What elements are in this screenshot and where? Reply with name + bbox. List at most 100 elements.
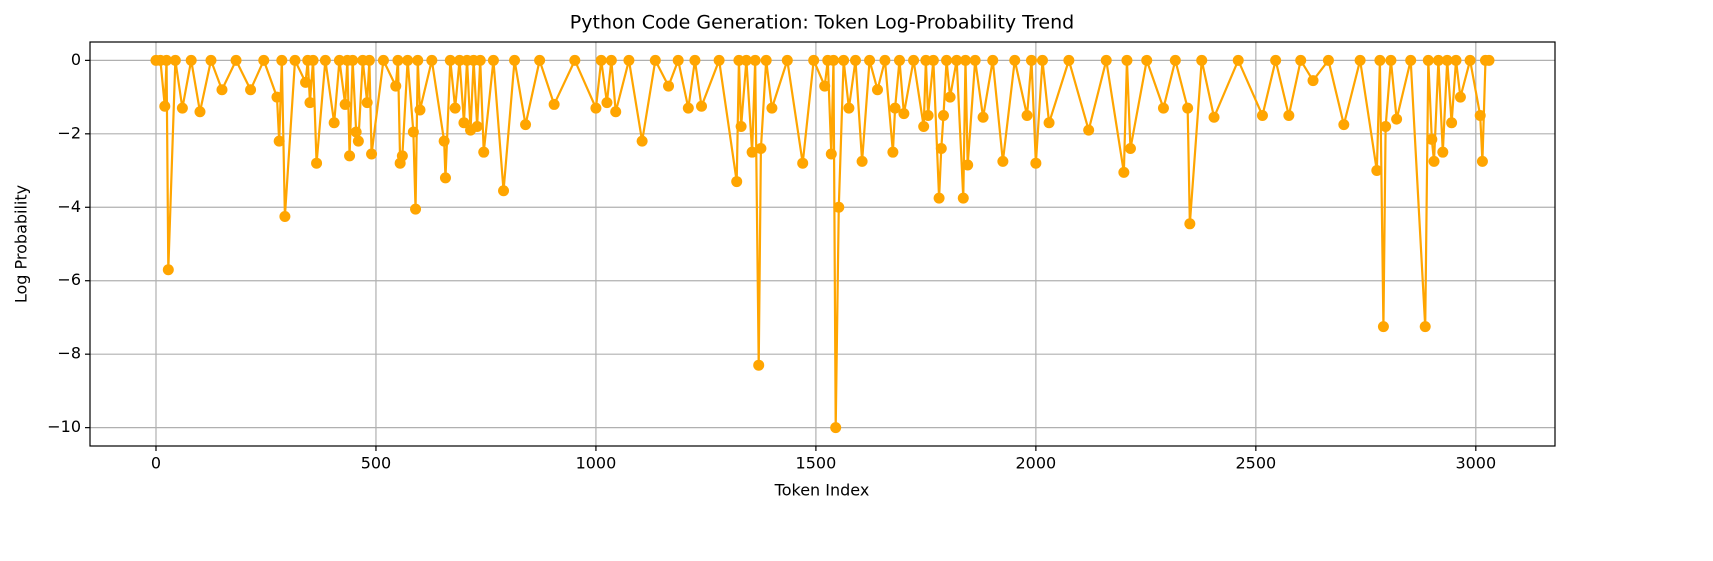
marker (1208, 111, 1220, 123)
marker (893, 54, 905, 66)
marker (1121, 54, 1133, 66)
marker (1182, 102, 1194, 114)
marker (339, 98, 351, 110)
marker (498, 185, 510, 197)
marker (1377, 321, 1389, 333)
marker (1380, 120, 1392, 132)
marker (605, 54, 617, 66)
marker (169, 54, 181, 66)
marker (962, 159, 974, 171)
marker (300, 76, 312, 88)
marker (760, 54, 772, 66)
marker (731, 176, 743, 188)
marker (590, 102, 602, 114)
marker (636, 135, 648, 147)
marker (1483, 54, 1495, 66)
marker (439, 172, 451, 184)
marker (746, 146, 758, 158)
marker (898, 108, 910, 120)
marker (753, 359, 765, 371)
marker (1338, 119, 1350, 131)
marker (833, 201, 845, 213)
x-tick-label: 2000 (1016, 454, 1057, 473)
marker (245, 84, 257, 96)
marker (959, 54, 971, 66)
marker (328, 117, 340, 129)
marker (1405, 54, 1417, 66)
marker (273, 135, 285, 147)
marker (889, 102, 901, 114)
marker (363, 54, 375, 66)
marker (1283, 109, 1295, 121)
marker (951, 54, 963, 66)
marker (1036, 54, 1048, 66)
y-tick-label: −4 (57, 197, 81, 216)
marker (849, 54, 861, 66)
marker (396, 150, 408, 162)
marker (1450, 54, 1462, 66)
marker (997, 155, 1009, 167)
marker (426, 54, 438, 66)
marker (944, 91, 956, 103)
marker (414, 104, 426, 116)
marker (1476, 155, 1488, 167)
marker (871, 84, 883, 96)
marker (347, 54, 359, 66)
marker (937, 109, 949, 121)
x-tick-label: 1000 (576, 454, 617, 473)
y-axis-label: Log Probability (12, 185, 31, 303)
marker (797, 157, 809, 169)
x-tick-label: 2500 (1235, 454, 1276, 473)
marker (1437, 146, 1449, 158)
marker (194, 106, 206, 118)
marker (352, 135, 364, 147)
marker (1446, 117, 1458, 129)
marker (623, 54, 635, 66)
marker (449, 102, 461, 114)
y-tick-label: −6 (57, 270, 81, 289)
marker (1009, 54, 1021, 66)
marker (185, 54, 197, 66)
marker (1232, 54, 1244, 66)
marker (487, 54, 499, 66)
x-tick-label: 0 (151, 454, 161, 473)
marker (1426, 133, 1438, 145)
marker (390, 80, 402, 92)
marker (509, 54, 521, 66)
marker (918, 120, 930, 132)
marker (755, 143, 767, 155)
marker (311, 157, 323, 169)
marker (672, 54, 684, 66)
y-tick-label: −2 (57, 123, 81, 142)
marker (740, 54, 752, 66)
marker (1083, 124, 1095, 136)
marker (1100, 54, 1112, 66)
marker (304, 97, 316, 109)
marker (392, 54, 404, 66)
marker (216, 84, 228, 96)
marker (205, 54, 217, 66)
marker (333, 54, 345, 66)
marker (271, 91, 283, 103)
marker (412, 54, 424, 66)
marker (1441, 54, 1453, 66)
marker (1428, 155, 1440, 167)
marker (856, 155, 868, 167)
marker (987, 54, 999, 66)
x-tick-label: 3000 (1455, 454, 1496, 473)
marker (366, 148, 378, 160)
marker (781, 54, 793, 66)
marker (601, 97, 613, 109)
marker (689, 54, 701, 66)
marker (1419, 321, 1431, 333)
marker (534, 54, 546, 66)
marker (548, 98, 560, 110)
marker (977, 111, 989, 123)
marker (1454, 91, 1466, 103)
marker (819, 80, 831, 92)
y-tick-label: −10 (47, 417, 81, 436)
marker (1270, 54, 1282, 66)
marker (1374, 54, 1386, 66)
marker (1118, 166, 1130, 178)
